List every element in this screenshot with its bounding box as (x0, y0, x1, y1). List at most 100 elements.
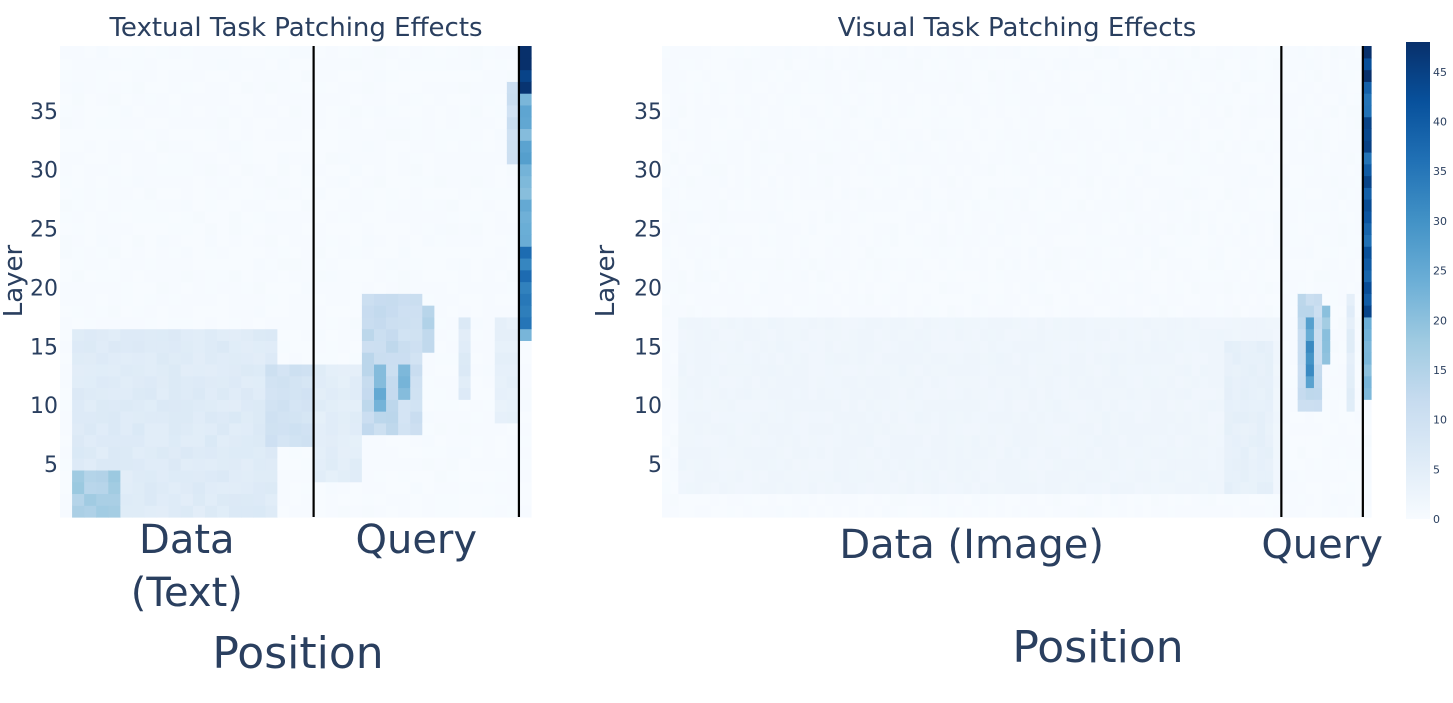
heatmap-cell (374, 363, 387, 377)
heatmap-cell (337, 446, 351, 459)
heatmap-cell (1322, 411, 1331, 424)
heatmap-cell (710, 222, 720, 236)
heatmap-cell (882, 375, 891, 389)
heatmap-cell (824, 411, 834, 424)
heatmap-cell (494, 458, 508, 471)
heatmap-cell (1322, 316, 1331, 330)
heatmap-cell (410, 505, 423, 518)
heatmap-cell (518, 151, 532, 165)
heatmap-cell (686, 104, 696, 118)
heatmap-cell (1256, 104, 1266, 118)
heatmap-cell (434, 352, 448, 365)
heatmap-cell (727, 305, 736, 318)
heatmap-cell (955, 469, 965, 483)
heatmap-cell (1061, 246, 1071, 259)
heatmap-cell (865, 187, 875, 200)
heatmap-cell (482, 46, 496, 59)
heatmap-cell (301, 57, 315, 71)
heatmap-cell (987, 163, 997, 177)
heatmap-cell (313, 104, 327, 118)
heatmap-cell (1240, 199, 1250, 212)
heatmap-cell (1004, 316, 1014, 330)
heatmap-cell (1175, 175, 1185, 188)
heatmap-cell (792, 222, 802, 236)
heatmap-cell (947, 458, 956, 471)
heatmap-cell (890, 469, 899, 483)
heatmap-cell (1240, 46, 1250, 59)
heatmap-cell (313, 505, 327, 518)
heatmap-cell (1346, 81, 1356, 94)
heatmap-cell (398, 328, 411, 341)
heatmap-cell (337, 46, 351, 59)
heatmap-cell (849, 328, 859, 341)
heatmap-cell (686, 422, 696, 436)
heatmap-cell (824, 46, 834, 59)
heatmap-cell (1305, 375, 1315, 389)
heatmap-cell (1305, 505, 1315, 518)
heatmap-cell (277, 234, 291, 247)
heatmap-cell (719, 175, 728, 188)
heatmap-cell (1273, 363, 1282, 377)
heatmap-cell (922, 151, 932, 165)
heatmap-cell (518, 481, 532, 495)
heatmap-cell (939, 422, 948, 436)
heatmap-cell (1191, 187, 1201, 200)
heatmap-cell (180, 434, 194, 447)
heatmap-cell (410, 69, 423, 82)
heatmap-cell (1273, 210, 1282, 224)
heatmap-cell (1102, 316, 1111, 330)
heatmap-cell (841, 481, 851, 495)
heatmap-cell (1273, 328, 1282, 341)
heatmap-cell (955, 422, 965, 436)
heatmap-cell (1183, 234, 1193, 247)
heatmap-cell (767, 222, 777, 236)
heatmap-cell (890, 234, 899, 247)
heatmap-cell (253, 446, 266, 459)
heatmap-cell (1126, 422, 1136, 436)
heatmap-cell (702, 469, 712, 483)
heatmap-cell (398, 46, 411, 59)
heatmap-cell (662, 469, 671, 483)
heatmap-cell (1305, 269, 1315, 283)
heatmap-cell (1012, 434, 1022, 447)
heatmap-cell (808, 210, 818, 224)
heatmap-cell (1354, 375, 1364, 389)
heatmap-cell (144, 104, 158, 118)
heatmap-cell (60, 93, 73, 106)
heatmap-cell (1322, 269, 1331, 283)
heatmap-cell (1232, 305, 1242, 318)
heatmap-cell (727, 328, 736, 341)
heatmap-cell (494, 352, 508, 365)
heatmap-cell (337, 481, 351, 495)
heatmap-cell (398, 140, 411, 153)
heatmap-cell (1297, 446, 1307, 459)
heatmap-cell (767, 210, 777, 224)
heatmap-cell (1150, 505, 1160, 518)
heatmap-cell (939, 328, 948, 341)
heatmap-cell (767, 387, 777, 400)
heatmap-cell (204, 69, 218, 82)
heatmap-cell (963, 81, 973, 94)
heatmap-cell (1167, 469, 1177, 483)
heatmap-cell (710, 434, 720, 447)
heatmap-cell (518, 199, 532, 212)
heatmap-cell (1110, 104, 1119, 118)
heatmap-cell (670, 328, 679, 341)
heatmap-cell (784, 128, 793, 141)
heatmap-cell (1118, 340, 1128, 353)
heatmap-cell (1256, 222, 1266, 236)
heatmap-cell (168, 151, 182, 165)
heatmap-cell (398, 57, 411, 71)
heatmap-cell (434, 446, 448, 459)
heatmap-cell (1289, 163, 1299, 177)
heatmap-cell (277, 375, 291, 389)
heatmap-cell (398, 399, 411, 412)
heatmap-cell (1289, 316, 1299, 330)
heatmap-cell (84, 352, 97, 365)
heatmap-cell (662, 175, 671, 188)
heatmap-cell (727, 116, 736, 130)
heatmap-cell (1191, 281, 1201, 294)
heatmap-cell (458, 469, 472, 483)
heatmap-cell (1175, 316, 1185, 330)
heatmap-cell (1085, 458, 1095, 471)
